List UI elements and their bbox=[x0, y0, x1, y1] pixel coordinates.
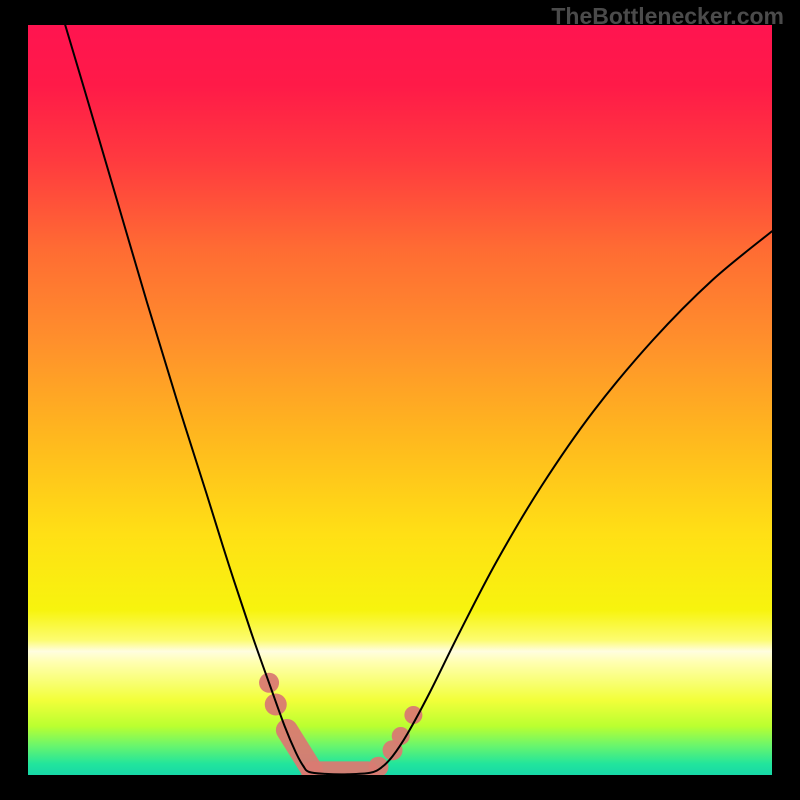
chart-svg bbox=[28, 25, 772, 775]
watermark-text: TheBottlenecker.com bbox=[551, 3, 784, 30]
chart-frame: TheBottlenecker.com bbox=[0, 0, 800, 800]
gradient-background bbox=[28, 25, 772, 775]
plot-area bbox=[28, 25, 772, 775]
